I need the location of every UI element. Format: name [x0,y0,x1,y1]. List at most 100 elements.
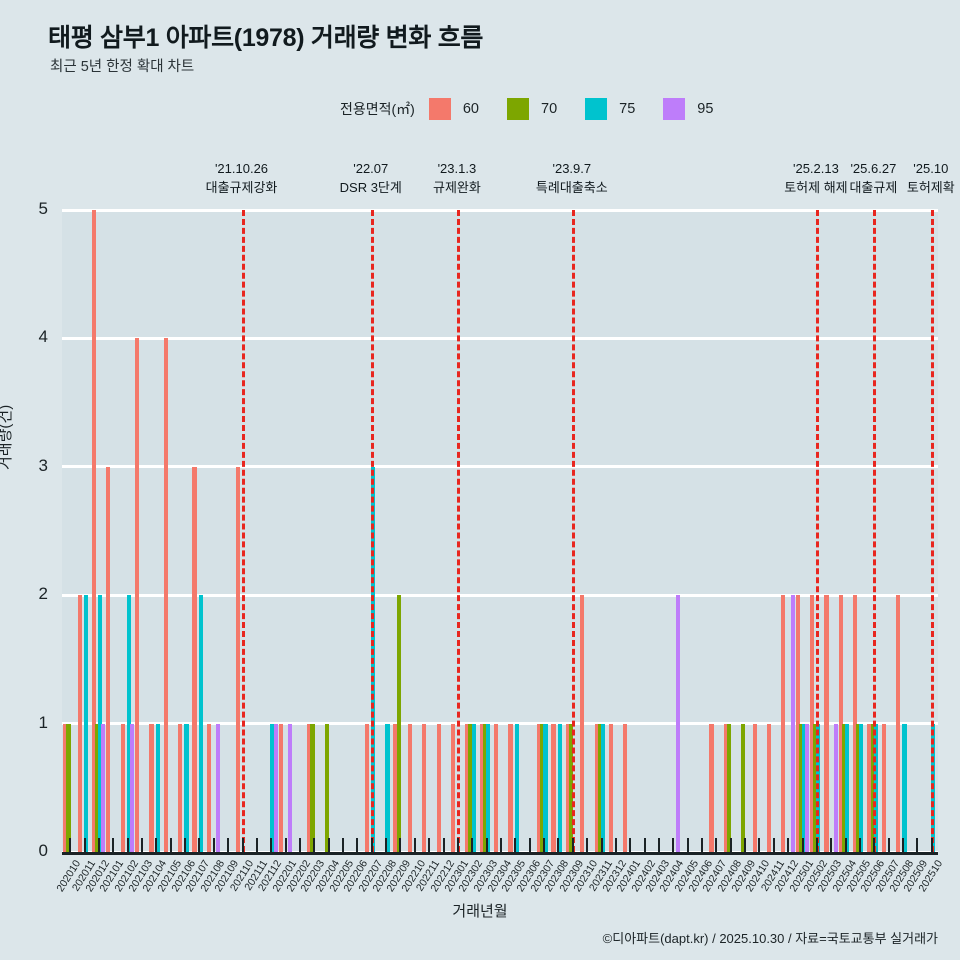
bar-202201-95 [287,723,293,852]
x-tick-202101 [112,838,115,853]
bar-202504-75 [844,723,850,852]
event-line-202110 [241,210,245,852]
event-date-202506: '25.6.27 [850,161,897,176]
bar-202104-75 [155,723,160,852]
x-tick-202311 [600,838,603,853]
x-tick-202505 [859,838,862,853]
x-tick-202109 [227,838,230,853]
y-tick-label-5: 5 [38,199,48,218]
x-tick-202504 [844,838,847,853]
bar-202309-70 [568,723,574,852]
bar-202212-60 [436,723,441,852]
x-axis-line [62,852,938,855]
bar-202408-70 [726,723,732,852]
bar-202301-60 [450,723,456,852]
legend-item-95[interactable]: 95 [663,98,735,120]
x-tick-202112 [270,838,273,853]
bar-202209-70 [396,595,401,852]
x-tick-202205 [342,838,345,853]
event-date-202110: '21.10.26 [214,161,269,176]
bar-202104-60 [149,723,154,852]
bar-202311-75 [600,723,605,852]
bar-202505-75 [859,723,864,852]
bar-202501-70 [798,723,803,852]
bar-202505-60 [853,595,858,852]
bar-202401-60 [623,723,628,852]
legend-title: 전용면적(㎡) [340,101,415,117]
x-tick-202509 [916,838,919,853]
bar-202107-60 [192,466,197,852]
event-text-202506: 대출규제 [849,179,898,195]
bar-202503-60 [824,595,829,852]
gridline-4 [62,336,938,340]
x-tick-202408 [729,838,732,853]
bar-202504-60 [838,595,843,852]
x-tick-202107 [198,838,201,853]
legend-item-70[interactable]: 70 [507,98,579,120]
gridline-2 [62,593,938,597]
x-tick-202410 [758,838,761,853]
event-annotation-202301: '23.1.3 규제완화 [433,160,481,198]
x-tick-202208 [385,838,388,853]
bar-202201-60 [278,723,283,852]
bar-202010-60 [63,723,68,852]
event-line-202309 [571,210,575,852]
bar-202302-60 [465,723,470,852]
x-tick-202110 [241,838,244,853]
event-annotation-202110: '21.10.26 대출규제강화 [206,160,278,198]
bar-202310-60 [580,595,585,852]
bar-202208-75 [385,723,390,852]
x-tick-202309 [571,838,574,853]
x-tick-202202 [298,838,301,853]
bar-202502-70 [813,723,818,852]
x-tick-202303 [485,838,488,853]
x-tick-202402 [643,838,646,853]
bar-202501-95 [804,723,810,852]
event-date-202502: '25.2.13 [792,161,839,176]
y-tick-label-2: 2 [38,584,48,604]
x-tick-202106 [184,838,187,853]
bar-202012-70 [95,723,100,852]
bar-202303-75 [485,723,491,852]
x-tick-202011 [83,838,86,853]
legend-item-75[interactable]: 75 [585,98,657,120]
x-tick-202506 [873,838,876,853]
x-tick-202012 [97,838,100,853]
legend: 전용면적(㎡) 60 70 75 95 [340,98,741,120]
page-title: 태평 삼부1 아파트(1978) 거래량 변화 흐름 [48,24,484,52]
y-tick-label-1: 1 [38,712,48,732]
bar-202102-60 [120,723,125,852]
x-tick-202209 [399,838,402,853]
event-text-202301: 규제완화 [432,179,481,195]
event-date-202510: '25.10 [913,161,949,176]
event-text-202502: 토허제 해제 [784,179,848,195]
x-tick-202201 [284,838,287,853]
event-text-202207: DSR 3단계 [339,179,402,195]
x-tick-202103 [140,838,143,853]
legend-item-60[interactable]: 60 [428,98,501,120]
page-subtitle: 최근 5년 한정 확대 차트 [50,59,195,75]
bar-202204-70 [324,723,329,852]
x-tick-202412 [787,838,790,853]
bar-202102-75 [126,595,132,852]
x-tick-202102 [126,838,129,853]
x-tick-202307 [543,838,546,853]
gridline-1 [62,722,938,726]
event-text-202110: 대출규제강화 [205,179,278,195]
bar-202404-95 [675,595,680,852]
bar-202501-75 [801,723,807,852]
bar-202307-75 [543,723,548,852]
y-tick-label-3: 3 [38,455,48,475]
event-text-202309: 특례대출축소 [535,179,608,195]
event-date-202207: '22.07 [353,161,389,176]
bar-202010-70 [66,723,71,852]
x-tick-202409 [744,838,747,853]
bar-202504-70 [841,723,846,852]
bar-202503-95 [833,723,838,852]
x-tick-202212 [442,838,445,853]
bar-202106-60 [178,723,183,852]
bar-202305-75 [514,723,519,852]
legend-swatch-75 [585,98,608,120]
bar-202012-60 [91,210,97,852]
